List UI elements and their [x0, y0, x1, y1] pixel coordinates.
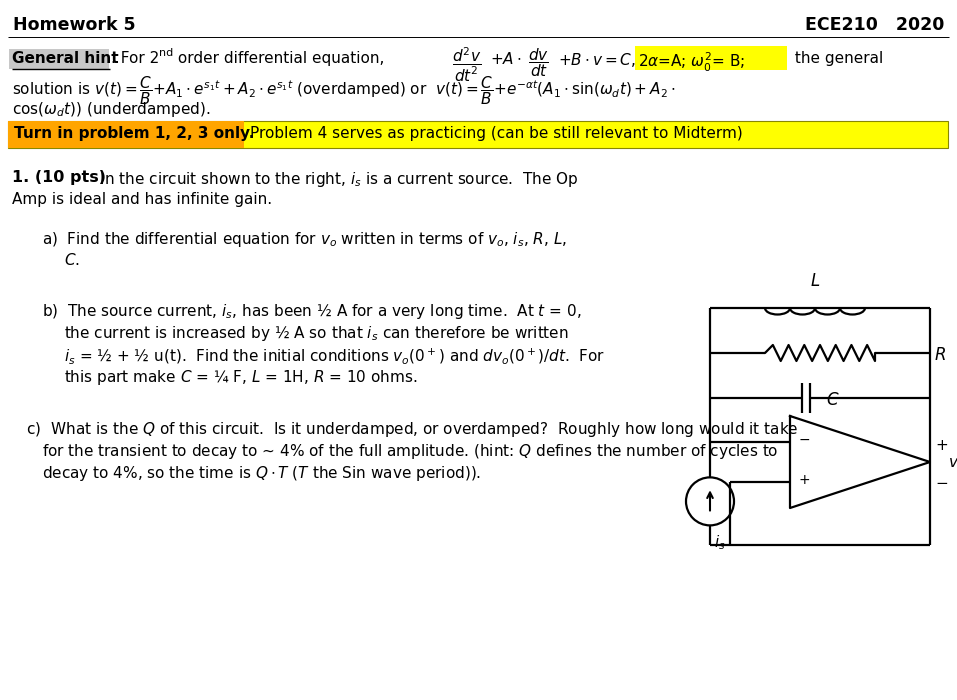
Text: $v_o$: $v_o$	[948, 456, 957, 472]
Text: c)  What is the $Q$ of this circuit.  Is it underdamped, or overdamped?  Roughly: c) What is the $Q$ of this circuit. Is i…	[12, 420, 798, 439]
Text: decay to 4%, so the time is $Q \cdot T$ ($T$ the Sin wave period)).: decay to 4%, so the time is $Q \cdot T$ …	[42, 464, 481, 483]
Text: for the transient to decay to ~ 4% of the full amplitude. (hint: $Q$ defines the: for the transient to decay to ~ 4% of th…	[42, 442, 778, 461]
Text: L: L	[811, 272, 819, 290]
Text: −: −	[935, 477, 947, 491]
Text: R: R	[935, 346, 946, 364]
Text: 1. (10 pts): 1. (10 pts)	[12, 170, 106, 185]
FancyBboxPatch shape	[9, 49, 109, 69]
Text: In the circuit shown to the right, $i_s$ is a current source.  The Op: In the circuit shown to the right, $i_s$…	[95, 170, 579, 189]
Text: Problem 4 serves as practicing (can be still relevant to Midterm): Problem 4 serves as practicing (can be s…	[250, 126, 743, 141]
Text: nd: nd	[159, 48, 173, 58]
Text: . For 2: . For 2	[111, 51, 159, 66]
Text: C: C	[826, 391, 837, 409]
Text: Amp is ideal and has infinite gain.: Amp is ideal and has infinite gain.	[12, 192, 272, 207]
Text: $C$.: $C$.	[64, 252, 79, 268]
Text: $2\alpha$=A; $\omega_0^2$= B;: $2\alpha$=A; $\omega_0^2$= B;	[638, 51, 746, 74]
Text: +: +	[799, 473, 811, 487]
Text: a)  Find the differential equation for $v_o$ written in terms of $v_o$, $i_s$, $: a) Find the differential equation for $v…	[42, 230, 568, 249]
FancyBboxPatch shape	[635, 46, 787, 70]
Text: General hint: General hint	[12, 51, 119, 66]
Text: the general: the general	[790, 51, 883, 66]
Text: solution is $v(t) = \dfrac{C}{B}$$ + A_1 \cdot e^{s_1 t}+A_2 \cdot e^{s_1 t}$ (o: solution is $v(t) = \dfrac{C}{B}$$ + A_1…	[12, 74, 676, 107]
Text: Homework 5: Homework 5	[13, 16, 136, 34]
Text: $i_s$ = ½ + ½ u(t).  Find the initial conditions $v_o(0^+)$ and $dv_o(0^+)/dt$. : $i_s$ = ½ + ½ u(t). Find the initial con…	[64, 346, 606, 365]
Text: $\dfrac{dv}{dt}$: $\dfrac{dv}{dt}$	[528, 46, 549, 79]
Text: ECE210   2020: ECE210 2020	[805, 16, 944, 34]
Text: −: −	[799, 433, 811, 447]
Text: +: +	[935, 438, 947, 454]
Text: b)  The source current, $i_s$, has been ½ A for a very long time.  At $t$ = 0,: b) The source current, $i_s$, has been ½…	[42, 302, 582, 321]
Text: $\dfrac{d^2v}{dt^2}$: $\dfrac{d^2v}{dt^2}$	[452, 46, 481, 84]
Text: Turn in problem 1, 2, 3 only.: Turn in problem 1, 2, 3 only.	[14, 126, 255, 141]
Text: $i_s$: $i_s$	[714, 533, 725, 552]
Text: this part make $C$ = ¼ F, $L$ = 1H, $R$ = 10 ohms.: this part make $C$ = ¼ F, $L$ = 1H, $R$ …	[64, 368, 417, 387]
Text: $+ A \cdot$: $+ A \cdot$	[490, 51, 522, 67]
FancyBboxPatch shape	[8, 121, 948, 148]
Text: the current is increased by ½ A so that $i_s$ can therefore be written: the current is increased by ½ A so that …	[64, 324, 568, 343]
Text: $+ B \cdot v = C,$: $+ B \cdot v = C,$	[558, 51, 635, 69]
FancyBboxPatch shape	[8, 121, 244, 148]
Text: $\cos(\omega_d t))$ (underdamped).: $\cos(\omega_d t))$ (underdamped).	[12, 100, 211, 119]
Text: order differential equation,: order differential equation,	[173, 51, 385, 66]
